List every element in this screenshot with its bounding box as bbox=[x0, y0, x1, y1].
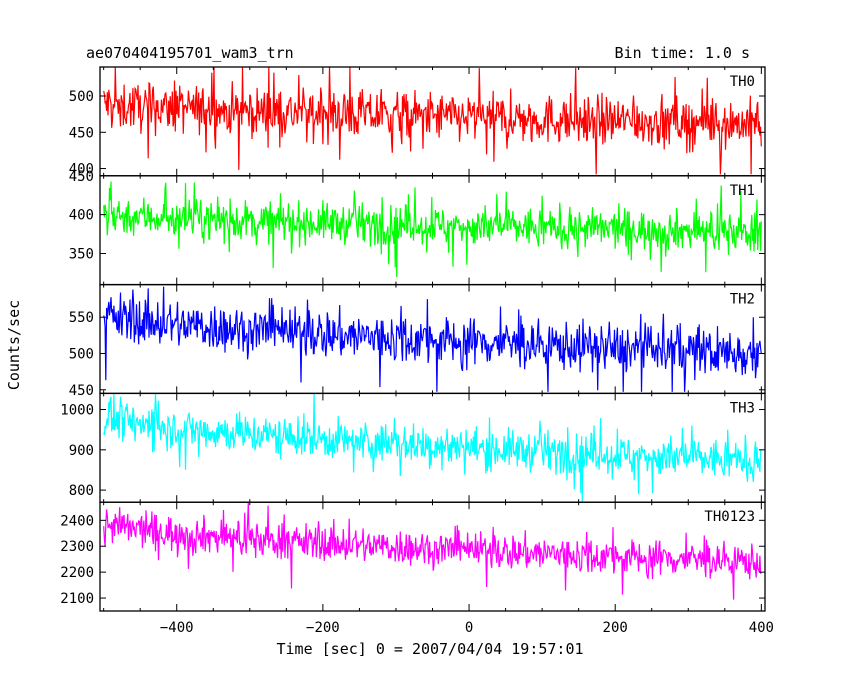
series-line-th3 bbox=[103, 393, 762, 502]
y-tick-label: 350 bbox=[69, 247, 94, 263]
y-tick-label: 450 bbox=[69, 169, 94, 185]
y-tick-label: 450 bbox=[69, 125, 94, 141]
panel-label-th2: TH2 bbox=[730, 292, 755, 308]
panel-frame-th0123 bbox=[99, 501, 766, 612]
y-tick-label: 450 bbox=[69, 383, 94, 399]
y-tick-label: 900 bbox=[69, 443, 94, 459]
y-tick-label: 2100 bbox=[60, 591, 94, 607]
series-line-th0 bbox=[103, 66, 762, 175]
panel-label-th3: TH3 bbox=[730, 400, 755, 416]
panel-label-th0123: TH0123 bbox=[704, 509, 755, 525]
x-tick-label: 0 bbox=[465, 620, 473, 636]
y-tick-label: 1000 bbox=[60, 403, 94, 419]
panel-label-th1: TH1 bbox=[730, 183, 755, 199]
chart-title: ae070404195701_wam3_trn bbox=[86, 44, 294, 62]
x-tick-label: −200 bbox=[306, 620, 340, 636]
x-tick-label: 200 bbox=[603, 620, 628, 636]
y-tick-label: 400 bbox=[69, 162, 94, 178]
y-tick-label: 550 bbox=[69, 310, 94, 326]
x-axis-label: Time [sec] 0 = 2007/04/04 19:57:01 bbox=[276, 640, 584, 658]
y-tick-label: 500 bbox=[69, 89, 94, 105]
y-tick-label: 800 bbox=[69, 483, 94, 499]
series-line-th1 bbox=[103, 181, 762, 278]
series-line-th0123 bbox=[103, 502, 762, 600]
y-tick-label: 500 bbox=[69, 347, 94, 363]
bin-time-label: Bin time: 1.0 s bbox=[614, 44, 750, 62]
panel-frame-th3 bbox=[99, 392, 766, 503]
panel-label-th0: TH0 bbox=[730, 74, 755, 90]
x-tick-label: 400 bbox=[749, 620, 774, 636]
x-tick-label: −400 bbox=[160, 620, 194, 636]
y-tick-label: 400 bbox=[69, 208, 94, 224]
y-tick-label: 2200 bbox=[60, 565, 94, 581]
y-tick-label: 2300 bbox=[60, 539, 94, 555]
y-tick-label: 2400 bbox=[60, 513, 94, 529]
series-line-th2 bbox=[103, 286, 762, 392]
